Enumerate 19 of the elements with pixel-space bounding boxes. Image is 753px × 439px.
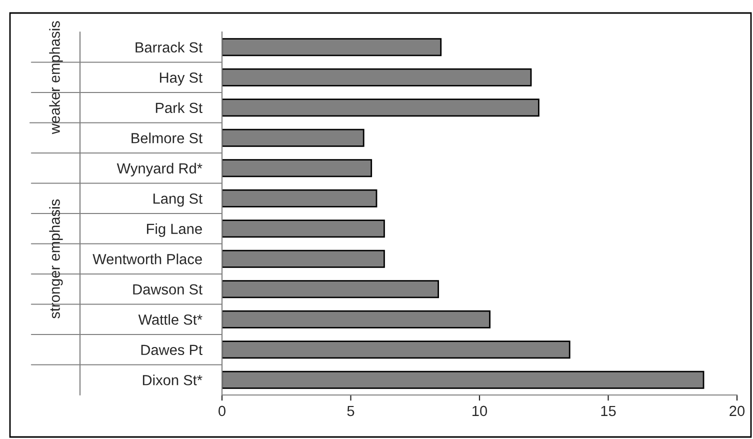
y-tick-label: Park St xyxy=(156,102,202,114)
x-tick-label: 5 xyxy=(347,406,354,416)
y-tick-label: Dixon St* xyxy=(142,374,202,386)
y-tick-label: Wynyard Rd* xyxy=(116,162,202,176)
y-tick-label: Belmore St xyxy=(132,132,202,144)
y-tick-label: Wattle St* xyxy=(138,314,202,325)
y-tick-label: Fig Lane xyxy=(147,223,202,237)
y-tick-label: Dawson St xyxy=(133,284,202,295)
x-tick-label: 10 xyxy=(472,406,488,416)
y-tick-label: Wentworth Place xyxy=(92,254,202,264)
text: stronger emphasis xyxy=(49,199,63,318)
text: weaker emphasis xyxy=(49,21,63,134)
x-tick-label: 0 xyxy=(218,406,226,416)
x-tick-label: 20 xyxy=(730,406,745,416)
y-tick-label: Dawes Pt xyxy=(141,344,202,356)
y-tick-label: Lang St xyxy=(153,193,202,207)
y-tick-label: Hay St xyxy=(160,72,202,86)
y-tick-label: Barrack St xyxy=(136,42,202,53)
x-tick-label: 15 xyxy=(601,406,616,416)
